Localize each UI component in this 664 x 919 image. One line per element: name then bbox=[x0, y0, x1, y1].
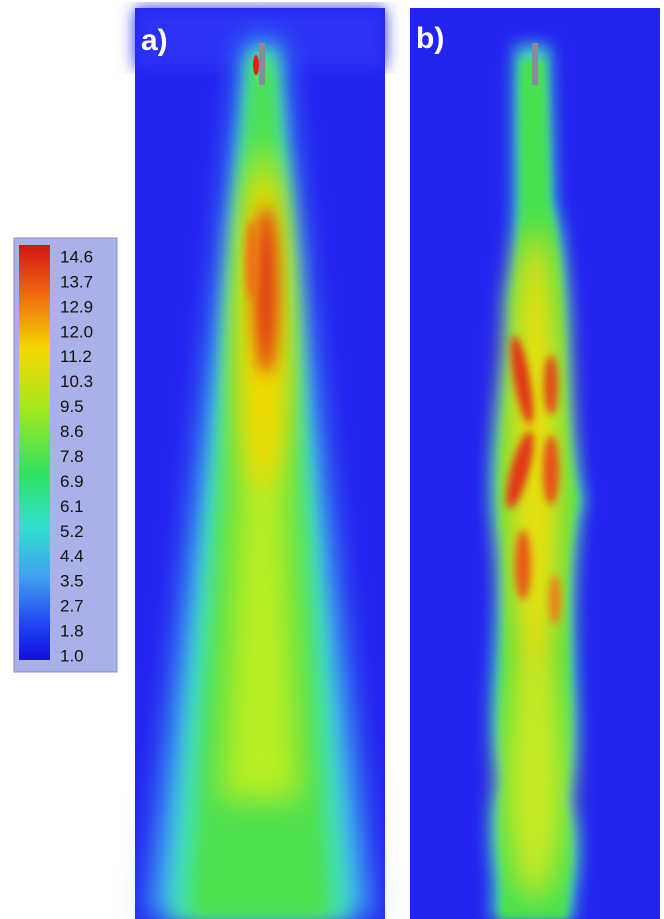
colorbar-label: 1.0 bbox=[60, 646, 84, 665]
colorbar-label: 6.1 bbox=[60, 497, 84, 516]
colorbar-label: 5.2 bbox=[60, 522, 84, 541]
colorbar-label: 11.2 bbox=[60, 347, 92, 366]
colorbar-label: 3.5 bbox=[60, 572, 84, 591]
panel-label: a) bbox=[141, 24, 168, 57]
colorbar-label: 12.9 bbox=[60, 297, 93, 316]
colorbar bbox=[19, 245, 50, 660]
colorbar-label: 13.7 bbox=[60, 272, 93, 291]
panel-label: b) bbox=[416, 22, 444, 55]
colorbar-label: 7.8 bbox=[60, 447, 84, 466]
colorbar-label: 9.5 bbox=[60, 397, 84, 416]
colorbar-label: 12.0 bbox=[60, 322, 93, 341]
panel-b: b) bbox=[410, 8, 660, 919]
panel-a: a) bbox=[135, 8, 385, 919]
colorbar-label: 6.9 bbox=[60, 472, 84, 491]
colorbar-label: 14.6 bbox=[60, 247, 93, 266]
colorbar-label: 8.6 bbox=[60, 422, 84, 441]
colorbar-label: 10.3 bbox=[60, 372, 93, 391]
colorbar-label: 2.7 bbox=[60, 597, 84, 616]
colorbar-labels: 14.6 13.7 12.9 12.0 11.2 10.3 9.5 8.6 7.8 6.9 6.1 5… bbox=[60, 247, 93, 665]
colorbar-label: 1.8 bbox=[60, 622, 84, 641]
colorbar-label: 4.4 bbox=[60, 547, 84, 566]
